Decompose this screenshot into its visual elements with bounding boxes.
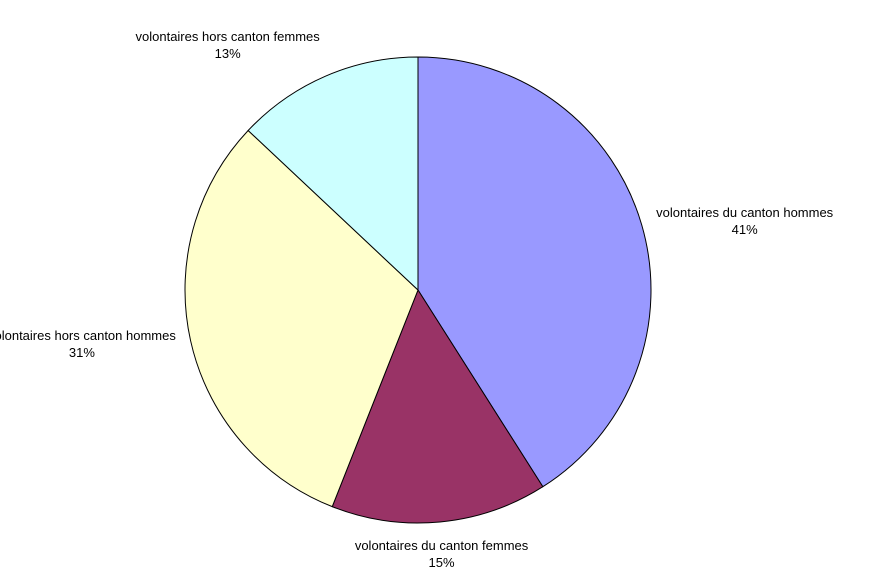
pie-slice	[247, 56, 419, 292]
slice-name: volontaires du canton femmes	[354, 537, 529, 553]
pie-slice	[184, 129, 419, 508]
pie-slice	[417, 56, 652, 488]
slice-name: volontaires du canton hommes	[656, 204, 834, 220]
slice-value: 13%	[214, 46, 241, 62]
slice-label: volontaires du canton hommes 41%	[656, 204, 833, 238]
slice-value: 31%	[68, 345, 95, 361]
slice-value: 41%	[731, 221, 758, 237]
slice-label: volontaires hors canton femmes 13%	[136, 28, 320, 62]
slice-value: 15%	[428, 554, 455, 570]
slice-name: volontaires hors canton femmes	[135, 29, 320, 45]
pie-slice	[331, 288, 544, 524]
slice-label: volontaires hors canton hommes 31%	[0, 327, 176, 361]
slice-label: volontaires du canton femmes 15%	[355, 537, 528, 571]
slice-name: volontaires hors canton hommes	[0, 328, 176, 344]
